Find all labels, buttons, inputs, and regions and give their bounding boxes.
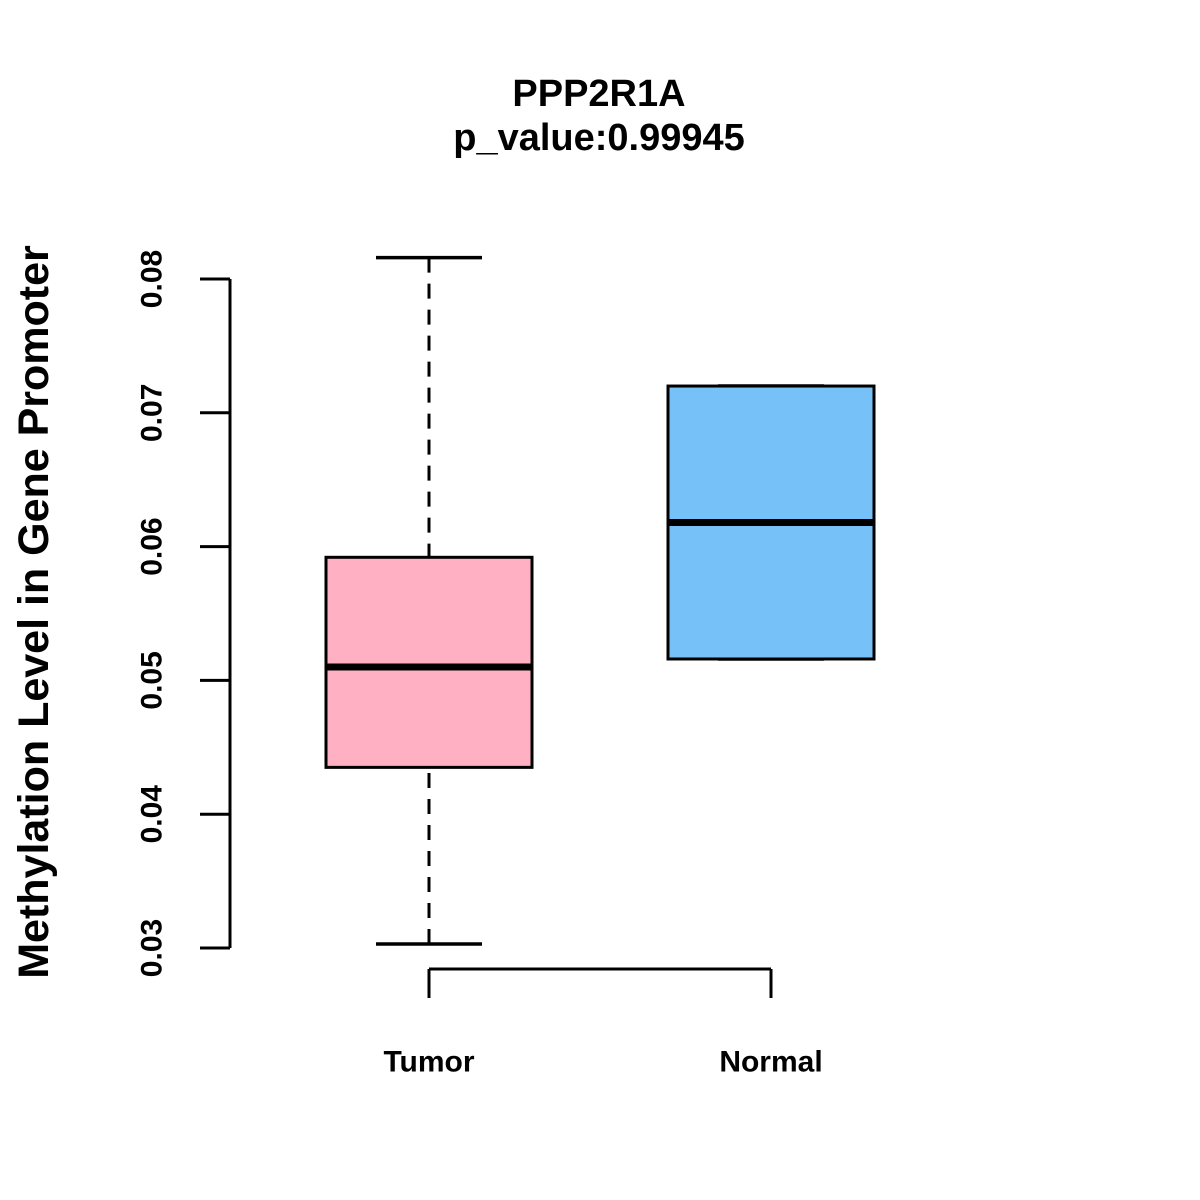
y-tick-label: 0.04 (136, 785, 169, 844)
y-tick-label: 0.08 (136, 250, 169, 308)
y-axis-label: Methylation Level in Gene Promoter (10, 245, 58, 979)
chart-layer: 0.03 0.04 0.05 0.06 0.07 0.08 Tumor Normal (136, 250, 876, 1079)
x-category-label: Normal (719, 1046, 822, 1079)
x-category-label: Tumor (383, 1046, 474, 1079)
box-tumor (324, 555, 534, 769)
y-tick-label: 0.05 (136, 651, 169, 709)
chart-title: PPP2R1A (512, 73, 685, 115)
y-tick-label: 0.07 (136, 384, 169, 442)
y-tick-label: 0.03 (136, 919, 169, 977)
y-tick-label: 0.06 (136, 517, 169, 575)
chart-subtitle: p_value:0.99945 (453, 117, 745, 159)
